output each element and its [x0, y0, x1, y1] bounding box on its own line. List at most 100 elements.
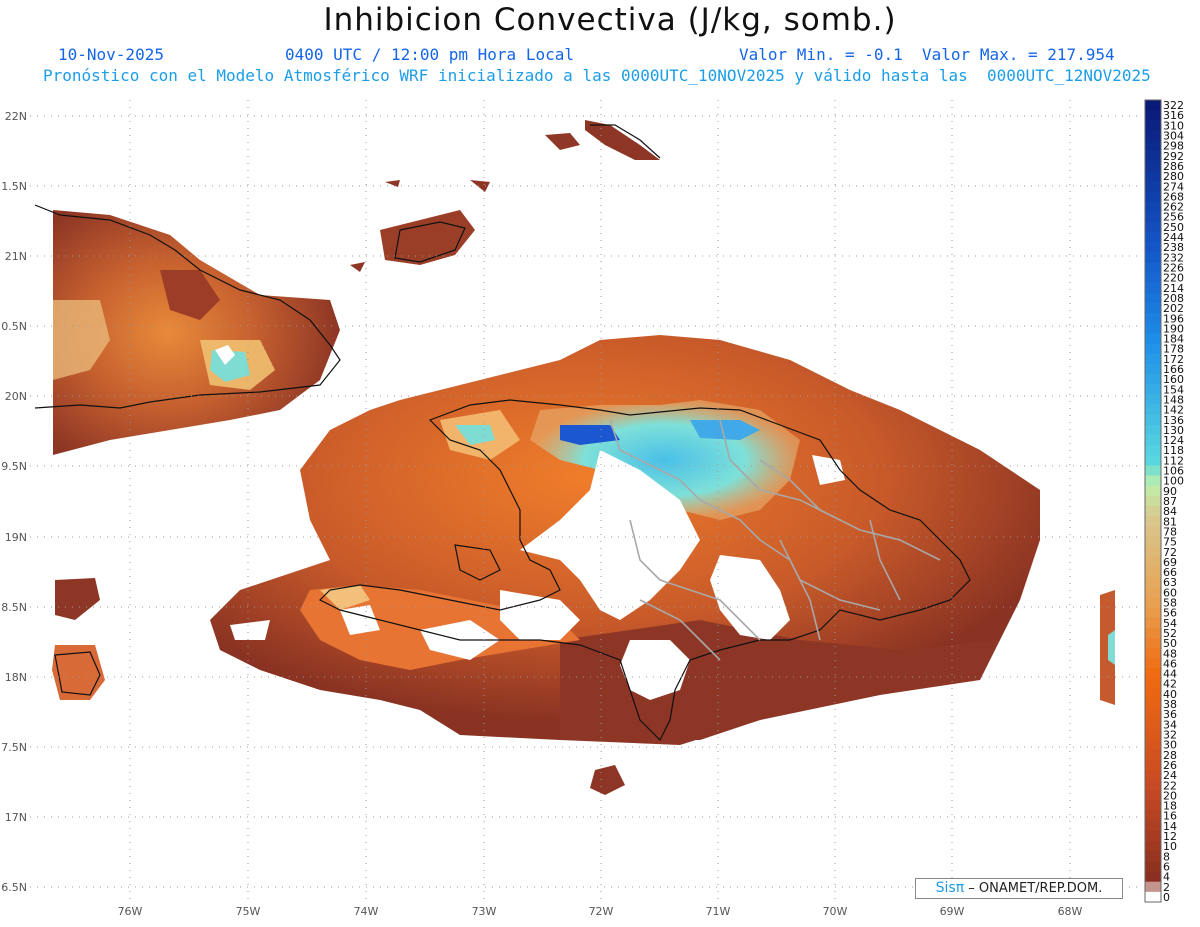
longitude-labels: 76W 75W 74W 73W 72W 71W 70W 69W 68W — [118, 905, 1083, 918]
lat-lon-grid — [30, 100, 1140, 900]
colorbar-swatch — [1145, 506, 1161, 517]
colorbar-swatch — [1145, 455, 1161, 466]
colorbar-label: 30 — [1163, 739, 1177, 752]
colorbar-swatch — [1145, 363, 1161, 375]
model-info: Pronóstico con el Modelo Atmosférico WRF… — [43, 66, 1151, 85]
colorbar-label: 226 — [1163, 262, 1184, 275]
colorbar-label: 130 — [1163, 424, 1184, 437]
lat-label: 7.5N — [1, 741, 27, 754]
latitude-labels: 22N 1.5N 21N 0.5N 20N 9.5N 19N 8.5N 18N … — [1, 110, 27, 894]
colorbar-label: 26 — [1163, 759, 1177, 772]
colorbar-swatch — [1145, 414, 1161, 426]
colorbar-label: 250 — [1163, 221, 1184, 234]
colorbar-label: 280 — [1163, 170, 1184, 183]
lat-label: 20N — [5, 390, 27, 403]
province-boundaries — [609, 419, 941, 661]
colorbar-swatch — [1145, 800, 1161, 812]
colorbar-swatch — [1145, 333, 1161, 345]
colorbar-swatch — [1145, 130, 1161, 142]
colorbar-swatch — [1145, 292, 1161, 304]
colorbar-label: 4 — [1163, 871, 1170, 884]
colorbar-label: 208 — [1163, 292, 1184, 305]
colorbar-label: 268 — [1163, 190, 1184, 203]
colorbar-swatch — [1145, 445, 1161, 456]
colorbar-label: 50 — [1163, 637, 1177, 650]
colorbar-label: 160 — [1163, 373, 1184, 386]
colorbar-swatch — [1145, 891, 1161, 903]
colorbar-label: 16 — [1163, 810, 1177, 823]
colorbar-swatch — [1145, 841, 1161, 852]
colorbar-swatch — [1145, 759, 1161, 771]
colorbar-swatch — [1145, 242, 1161, 253]
colorbar-swatch — [1145, 739, 1161, 751]
colorbar-swatch — [1145, 810, 1161, 822]
colorbar-label: 14 — [1163, 820, 1177, 833]
coastlines — [34, 124, 971, 742]
colorbar-label: 106 — [1163, 465, 1184, 478]
colorbar-label: 262 — [1163, 201, 1184, 214]
colorbar-swatch — [1145, 323, 1161, 334]
colorbar-label: 316 — [1163, 109, 1184, 122]
colorbar-swatch — [1145, 353, 1161, 365]
map-title: Inhibicion Convectiva (J/kg, somb.) — [323, 2, 897, 38]
colorbar-swatch — [1145, 231, 1161, 243]
colorbar-swatch — [1145, 100, 1161, 111]
colorbar-swatch — [1145, 587, 1161, 598]
colorbar-label: 154 — [1163, 383, 1184, 396]
colorbar-label: 148 — [1163, 393, 1184, 406]
colorbar-label: 84 — [1163, 505, 1177, 518]
lon-label: 70W — [823, 905, 848, 918]
colorbar-swatch — [1145, 780, 1161, 791]
colorbar-swatch — [1145, 140, 1161, 152]
colorbar-swatch — [1145, 516, 1161, 527]
colorbar-label: 112 — [1163, 454, 1184, 467]
colorbar-label: 66 — [1163, 566, 1177, 579]
lon-label: 75W — [236, 905, 261, 918]
colorbar-swatch — [1145, 435, 1161, 446]
colorbar-label: 10 — [1163, 840, 1177, 853]
colorbar: 3223163103042982922862802742682622562502… — [1144, 99, 1184, 904]
colorbar-swatch — [1145, 343, 1161, 355]
colorbar-label: 28 — [1163, 749, 1177, 762]
forecast-time: 0400 UTC / 12:00 pm Hora Local — [285, 45, 574, 64]
colorbar-label: 100 — [1163, 475, 1184, 488]
colorbar-label: 54 — [1163, 617, 1177, 630]
colorbar-swatch — [1145, 729, 1161, 741]
colorbar-label: 184 — [1163, 333, 1184, 346]
colorbar-swatch — [1145, 830, 1161, 842]
colorbar-label: 292 — [1163, 150, 1184, 163]
colorbar-swatch — [1145, 495, 1161, 507]
lon-label: 73W — [472, 905, 497, 918]
colorbar-label: 304 — [1163, 130, 1184, 143]
colorbar-label: 8 — [1163, 850, 1170, 863]
colorbar-label: 118 — [1163, 444, 1184, 457]
colorbar-label: 42 — [1163, 678, 1177, 691]
colorbar-label: 166 — [1163, 363, 1184, 376]
colorbar-swatch — [1145, 577, 1161, 588]
colorbar-swatch — [1145, 678, 1161, 690]
colorbar-label: 2 — [1163, 881, 1170, 894]
colorbar-label: 90 — [1163, 485, 1177, 498]
colorbar-label: 78 — [1163, 525, 1177, 538]
colorbar-label: 24 — [1163, 769, 1177, 782]
min-max-values: Valor Min. = -0.1 Valor Max. = 217.954 — [739, 45, 1115, 64]
colorbar-swatch — [1145, 252, 1161, 263]
lon-label: 74W — [354, 905, 379, 918]
colorbar-swatch — [1145, 749, 1161, 761]
colorbar-swatch — [1145, 465, 1161, 477]
colorbar-swatch — [1145, 475, 1161, 487]
colorbar-label: 220 — [1163, 272, 1184, 285]
colorbar-label: 298 — [1163, 140, 1184, 153]
colorbar-swatch — [1145, 160, 1161, 172]
lat-label: 6.5N — [1, 881, 27, 894]
colorbar-swatch — [1145, 881, 1161, 893]
colorbar-swatch — [1145, 110, 1161, 121]
colorbar-label: 32 — [1163, 728, 1177, 741]
colorbar-swatch — [1145, 861, 1161, 873]
colorbar-label: 38 — [1163, 698, 1177, 711]
forecast-date: 10-Nov-2025 — [58, 45, 164, 64]
colorbar-swatch — [1145, 536, 1161, 548]
colorbar-swatch — [1145, 597, 1161, 609]
lat-label: 22N — [5, 110, 27, 123]
colorbar-swatch — [1145, 404, 1161, 416]
